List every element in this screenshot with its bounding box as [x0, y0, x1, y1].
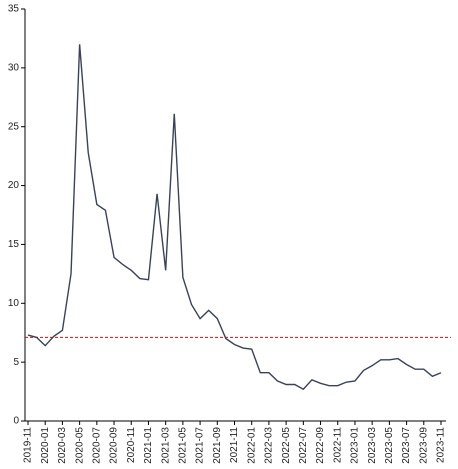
- x-tick-label: 2020-03: [57, 427, 68, 464]
- x-tick-label: 2021-07: [195, 427, 206, 464]
- x-tick-label: 2022-03: [264, 427, 275, 464]
- x-tick-label: 2023-11: [436, 427, 447, 463]
- x-tick-label: 2021-11: [229, 427, 240, 463]
- x-tick-label: 2020-09: [109, 427, 120, 464]
- y-tick-label: 10: [8, 298, 20, 309]
- x-tick-label: 2021-05: [178, 427, 189, 464]
- x-tick-label: 2023-07: [401, 427, 412, 464]
- x-tick-label: 2020-11: [126, 427, 137, 463]
- x-tick-label: 2020-01: [40, 427, 51, 464]
- x-tick-label: 2022-07: [298, 427, 309, 464]
- x-tick-label: 2020-07: [91, 427, 102, 464]
- x-tick-label: 2023-05: [384, 427, 395, 464]
- x-tick-label: 2022-09: [315, 427, 326, 464]
- x-tick-label: 2023-09: [418, 427, 429, 464]
- x-tick-label: 2022-01: [246, 427, 257, 464]
- y-tick-label: 15: [8, 239, 20, 250]
- x-tick-label: 2021-01: [143, 427, 154, 464]
- x-tick-label: 2022-05: [281, 427, 292, 464]
- y-tick-label: 30: [8, 62, 20, 73]
- x-tick-label: 2021-09: [212, 427, 223, 464]
- data-line: [27, 44, 442, 391]
- y-tick-label: 20: [8, 180, 20, 191]
- y-tick-label: 25: [8, 121, 20, 132]
- x-tick-label: 2019-11: [23, 427, 34, 463]
- y-tick-label: 0: [13, 416, 19, 427]
- x-tick-label: 2021-03: [160, 427, 171, 464]
- y-tick-label: 35: [8, 4, 20, 15]
- x-tick-label: 2023-01: [350, 427, 361, 464]
- x-tick-label: 2023-03: [367, 427, 378, 464]
- x-tick-label: 2020-05: [74, 427, 85, 464]
- y-tick-label: 5: [13, 357, 19, 368]
- x-tick-label: 2022-11: [332, 427, 343, 463]
